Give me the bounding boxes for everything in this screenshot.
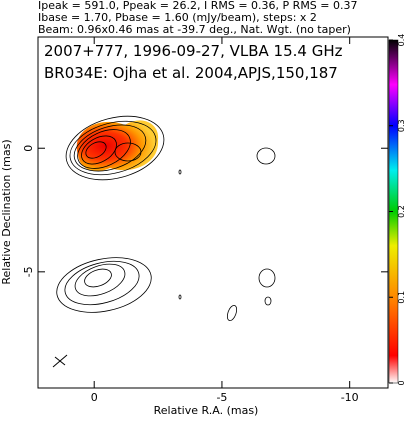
colorbar-tick-label: 0.1 xyxy=(397,291,406,304)
x-tick-label: -5 xyxy=(216,391,227,404)
header-line: Ibase = 1.70, Pbase = 1.60 (mJy/beam), s… xyxy=(38,11,317,24)
y-tick-label: 0 xyxy=(22,145,35,152)
x-axis-label: Relative R.A. (mas) xyxy=(154,404,259,417)
y-axis-label: Relative Declination (mas) xyxy=(0,139,13,284)
colorbar-tick-label: 0 xyxy=(397,380,406,385)
y-tick-label: -5 xyxy=(22,266,35,277)
annotation: 2007+777, 1996-09-27, VLBA 15.4 GHz xyxy=(44,42,343,60)
x-tick-label: 0 xyxy=(91,391,98,404)
plot-frame xyxy=(37,36,389,389)
annotation: BR034E: Ojha et al. 2004,APJS,150,187 xyxy=(44,64,338,82)
x-tick-label: -10 xyxy=(341,391,359,404)
colorbar-tick-label: 0.3 xyxy=(397,119,406,132)
header-line: Beam: 0.96x0.46 mas at -39.7 deg., Nat. … xyxy=(38,23,351,36)
header-line: Ipeak = 591.0, Ppeak = 26.2, I RMS = 0.3… xyxy=(38,0,358,12)
contours xyxy=(52,115,276,368)
colorbar-tick-label: 0.2 xyxy=(397,205,406,218)
colorbar-tick-label: 0.4 xyxy=(397,34,406,47)
